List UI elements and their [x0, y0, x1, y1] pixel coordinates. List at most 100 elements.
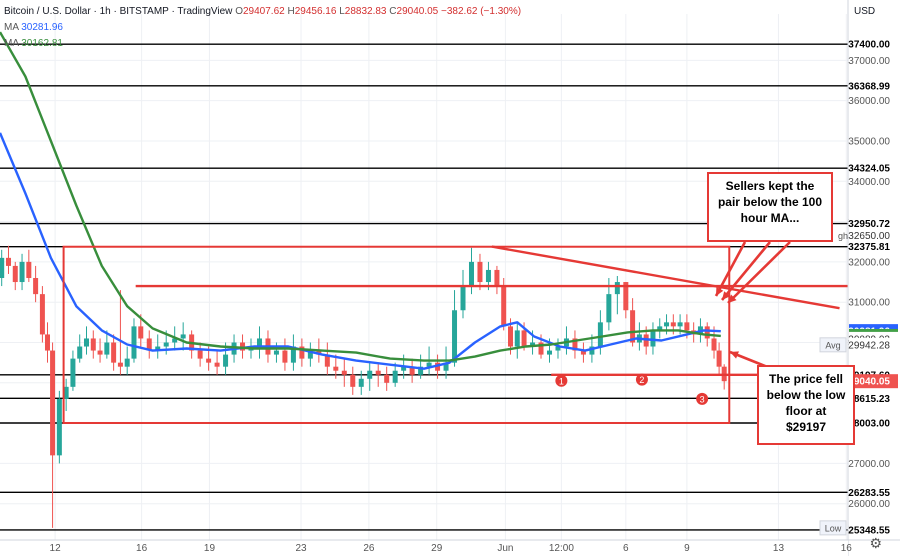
- price-label-bg: [849, 239, 898, 254]
- candle-body: [39, 294, 45, 335]
- candle-body: [290, 346, 296, 363]
- candle-body: [401, 366, 407, 371]
- price-label: 32950.72: [848, 219, 890, 230]
- price-tag-bg: [819, 520, 847, 536]
- ma2-label: MA: [4, 38, 19, 49]
- price-tag: Low: [825, 523, 842, 533]
- candle-body: [117, 362, 123, 367]
- price-label: 29040.05: [848, 377, 890, 388]
- candles: [0, 245, 727, 528]
- callout-sellers: Sellers kept the pair below the 100 hour…: [707, 172, 833, 242]
- candle-body: [223, 354, 229, 367]
- chart-legend: Bitcoin / U.S. Dollar · 1h · BITSTAMP · …: [4, 4, 521, 52]
- candle-body: [90, 338, 96, 351]
- candle-body: [350, 374, 356, 387]
- candle-body: [172, 338, 178, 343]
- candle-body: [538, 342, 544, 355]
- candle-body: [650, 330, 656, 347]
- candle-body: [19, 261, 25, 283]
- candle-body: [26, 261, 32, 279]
- marker-label: 1: [559, 376, 564, 386]
- time-tick-label: 23: [295, 543, 307, 554]
- candle-body: [83, 338, 89, 347]
- candle-body: [443, 362, 449, 371]
- time-tick-label: 29: [431, 543, 443, 554]
- time-tick-label: Jun: [497, 543, 513, 554]
- candle-body: [392, 370, 398, 383]
- time-tick-label: 9: [684, 543, 690, 554]
- open-value: 29407.62: [242, 6, 285, 17]
- time-axis[interactable]: 12 16 19 23 26 29 Jun 12:00 6 9 13 16: [0, 539, 900, 556]
- currency-label: USD: [854, 6, 875, 17]
- marker-circle: [696, 392, 709, 405]
- candle-body: [97, 350, 103, 355]
- candle-body: [56, 398, 62, 456]
- candle-body: [684, 322, 690, 331]
- annotation-line: [491, 245, 840, 310]
- candle-body: [494, 269, 500, 287]
- candle-body: [555, 346, 561, 351]
- marker-circle: [635, 373, 648, 386]
- price-label-bg: [849, 161, 898, 176]
- candle-body: [240, 342, 246, 351]
- time-axis-bg: [0, 540, 848, 556]
- ma2-value: 30162.81: [21, 38, 63, 49]
- price-label: 26283.55: [848, 488, 890, 499]
- high-label: H: [287, 6, 295, 17]
- candle-body: [307, 350, 313, 359]
- candle-body: [138, 326, 144, 339]
- candle-body: [418, 366, 424, 375]
- callout-price-fell: The price fell below the low floor at $2…: [757, 365, 855, 445]
- arrow-shaft: [727, 241, 791, 304]
- legend-ma2-row[interactable]: MA 30162.81: [4, 36, 521, 52]
- ma1-value: 30281.96: [21, 22, 63, 33]
- arrow-head: [728, 294, 737, 303]
- low-label: L: [339, 6, 345, 17]
- legend-title-row: Bitcoin / U.S. Dollar · 1h · BITSTAMP · …: [4, 4, 521, 20]
- price-axis[interactable]: USD26000.0027000.0028000.0029000.0030000…: [819, 0, 900, 556]
- price-label: 28615.23: [848, 394, 890, 405]
- candle-body: [452, 310, 458, 363]
- moving-averages: [0, 31, 721, 370]
- candle-body: [716, 350, 722, 367]
- candle-body: [180, 334, 186, 339]
- time-tick-label: 26: [363, 543, 375, 554]
- price-tick-label: 31000.00: [848, 298, 890, 309]
- candle-body: [606, 294, 612, 323]
- candle-body: [0, 257, 5, 279]
- candle-body: [33, 278, 39, 295]
- candle-body: [299, 346, 305, 359]
- candle-body: [597, 322, 603, 347]
- candle-body: [547, 350, 553, 355]
- candle-body: [44, 334, 50, 351]
- candle-body: [214, 362, 220, 367]
- candle-body: [623, 282, 629, 311]
- price-label-bg: [849, 337, 898, 352]
- candle-body: [12, 265, 18, 283]
- price-label: 25348.55: [848, 525, 890, 536]
- candle-body: [131, 326, 137, 359]
- price-tick-label: 27000.00: [848, 459, 890, 470]
- candle-body: [677, 322, 683, 327]
- time-tick-label: 16: [136, 543, 148, 554]
- high-value: 29456.16: [294, 6, 337, 17]
- ma1-label: MA: [4, 22, 19, 33]
- candle-body: [50, 350, 56, 456]
- candle-body: [507, 326, 513, 347]
- legend-ma1-row[interactable]: MA 30281.96: [4, 20, 521, 36]
- open-label: O: [235, 6, 243, 17]
- symbol-title[interactable]: Bitcoin / U.S. Dollar · 1h · BITSTAMP · …: [4, 6, 233, 17]
- price-label: 36368.99: [848, 81, 890, 92]
- close-label: C: [389, 6, 397, 17]
- candle-body: [358, 378, 364, 387]
- marker-label: 2: [639, 375, 644, 385]
- price-tick-label: 35000.00: [848, 136, 890, 147]
- time-tick-label: 19: [204, 543, 216, 554]
- price-label-bg: [849, 37, 898, 52]
- candle-body: [5, 257, 11, 266]
- candle-body: [104, 342, 110, 355]
- candle-body: [324, 354, 330, 367]
- gear-icon[interactable]: ⚙: [869, 535, 882, 551]
- marker-circle: [555, 374, 568, 387]
